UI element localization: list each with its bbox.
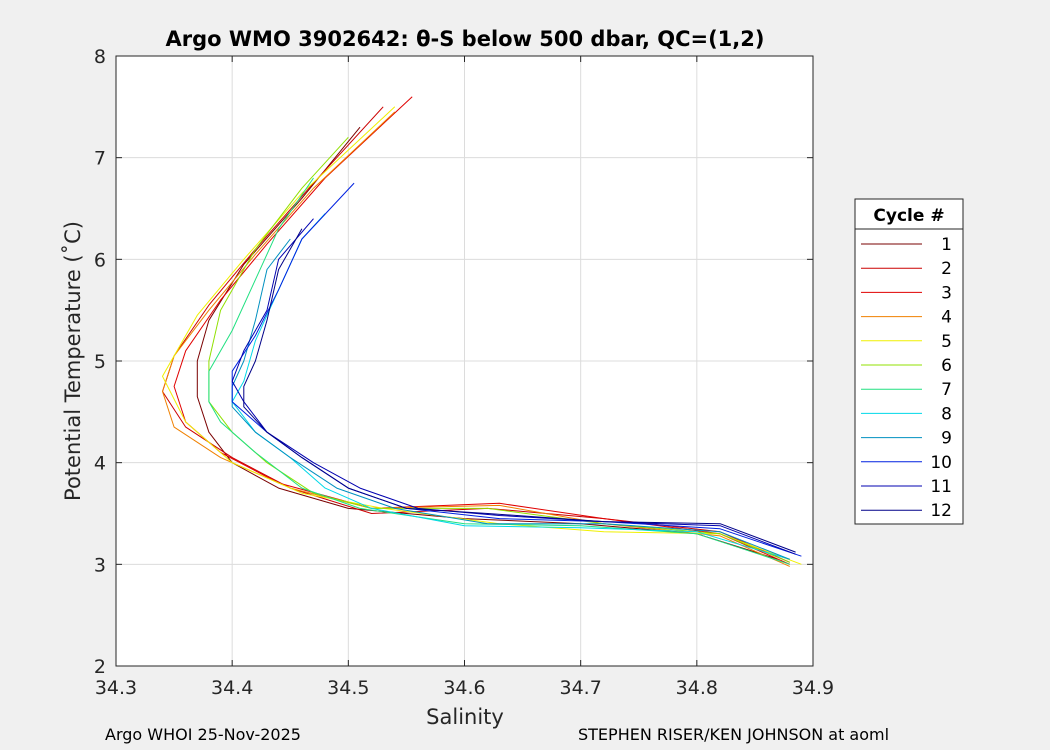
y-tick-label: 4: [94, 453, 106, 475]
x-tick-label: 34.3: [95, 677, 137, 699]
legend-label-9: 9: [941, 429, 952, 449]
y-axis-label: Potential Temperature (˚C): [61, 221, 85, 501]
y-tick-label: 2: [94, 656, 106, 678]
legend-label-11: 11: [930, 477, 952, 497]
legend-label-10: 10: [930, 453, 952, 473]
x-tick-label: 34.8: [676, 677, 718, 699]
legend-label-6: 6: [941, 356, 952, 376]
footer-left: Argo WHOI 25-Nov-2025: [105, 725, 301, 744]
legend-label-2: 2: [941, 259, 952, 279]
series-line-cycle-5: [162, 106, 802, 565]
legend-label-5: 5: [941, 332, 952, 352]
series-line-cycle-7: [208, 177, 790, 565]
y-tick-label: 6: [94, 249, 106, 271]
y-tick-label: 7: [94, 148, 106, 170]
series-line-cycle-1: [196, 126, 779, 560]
series-line-cycle-12: [243, 228, 796, 553]
y-tick-label: 3: [94, 554, 106, 576]
legend-label-7: 7: [941, 380, 952, 400]
legend-label-3: 3: [941, 283, 952, 303]
legend-label-1: 1: [941, 235, 952, 255]
legend-label-8: 8: [941, 404, 952, 424]
chart-title: Argo WMO 3902642: θ-S below 500 dbar, QC…: [166, 27, 765, 51]
x-tick-label: 34.7: [560, 677, 602, 699]
x-tick-label: 34.5: [327, 677, 369, 699]
series-line-cycle-9: [231, 238, 790, 560]
legend-box: [854, 198, 964, 525]
x-tick-label: 34.9: [792, 677, 834, 699]
series-layer: [162, 96, 802, 567]
legend-label-4: 4: [941, 308, 952, 328]
x-tick-label: 34.4: [211, 677, 253, 699]
legend-title: Cycle #: [873, 206, 944, 226]
axis-ticks: 34.3 34.4 34.5 34.6 34.7 34.8 34.9 2 3 4 5 6 7 8: [94, 46, 834, 699]
legend-label-12: 12: [930, 501, 952, 521]
y-tick-label: 8: [94, 46, 106, 68]
y-tick-label: 5: [94, 351, 106, 373]
footer-right: STEPHEN RISER/KEN JOHNSON at aoml: [578, 725, 890, 744]
x-axis-label: Salinity: [426, 705, 504, 729]
x-tick-label: 34.6: [443, 677, 485, 699]
